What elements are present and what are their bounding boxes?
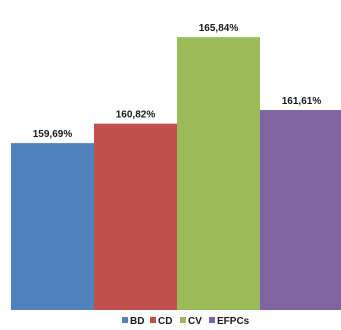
legend-swatch-bd bbox=[122, 317, 128, 323]
data-label-cd: 160,82% bbox=[116, 110, 156, 121]
bar-cd bbox=[94, 123, 177, 311]
legend-label-cd: CD bbox=[158, 316, 172, 327]
bars-layer bbox=[11, 37, 341, 311]
bar-cv bbox=[177, 37, 260, 310]
legend-swatch-cv bbox=[180, 317, 186, 323]
legend-label-cv: CV bbox=[188, 316, 202, 327]
data-label-cv: 165,84% bbox=[199, 23, 239, 34]
data-label-efpcs: 161,61% bbox=[282, 96, 322, 107]
bar-bd bbox=[11, 143, 94, 310]
legend-label-efpcs: EFPCs bbox=[217, 316, 250, 327]
legend: BD CD CV EFPCs bbox=[122, 316, 250, 327]
bar-efpcs bbox=[260, 110, 341, 310]
legend-label-bd: BD bbox=[130, 316, 144, 327]
data-label-bd: 159,69% bbox=[33, 129, 73, 140]
legend-swatch-cd bbox=[150, 317, 156, 323]
legend-swatch-efpcs bbox=[209, 317, 215, 323]
data-labels-layer: 159,69% 160,82% 165,84% 161,61% bbox=[33, 23, 322, 140]
